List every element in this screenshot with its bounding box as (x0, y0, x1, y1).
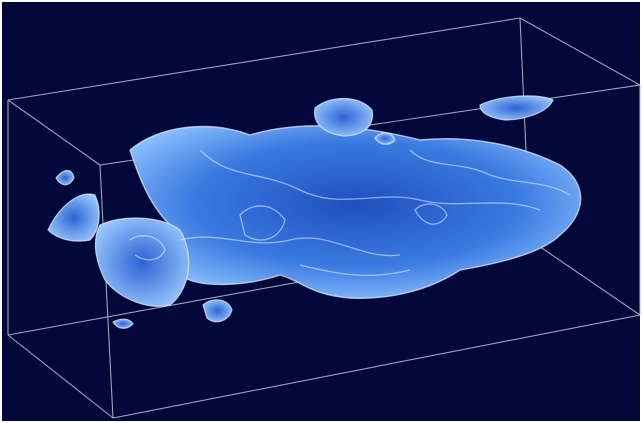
surface-vein (409, 149, 571, 196)
small-blob (47, 193, 100, 242)
box-front (7, 17, 641, 419)
box-edge (7, 334, 114, 419)
surface-vein (199, 149, 541, 211)
top-blob (314, 97, 374, 137)
box-edge (112, 314, 641, 419)
tiny-blob (374, 132, 396, 145)
box-edge (7, 17, 521, 101)
bottom-blob (202, 299, 233, 323)
surface-vein (414, 203, 448, 225)
bottom-blob (112, 318, 134, 329)
box-edge (519, 17, 641, 86)
box-edge (99, 164, 114, 419)
surface-vein (129, 235, 166, 261)
small-blob (55, 169, 75, 186)
surface-vein (239, 205, 286, 241)
surface-vein (299, 264, 411, 277)
box-edge (7, 99, 101, 166)
top-right-blob (479, 95, 554, 121)
box-edge (529, 239, 641, 316)
isosurface (47, 95, 582, 329)
left-blob (94, 217, 190, 307)
surface-vein (179, 236, 401, 257)
